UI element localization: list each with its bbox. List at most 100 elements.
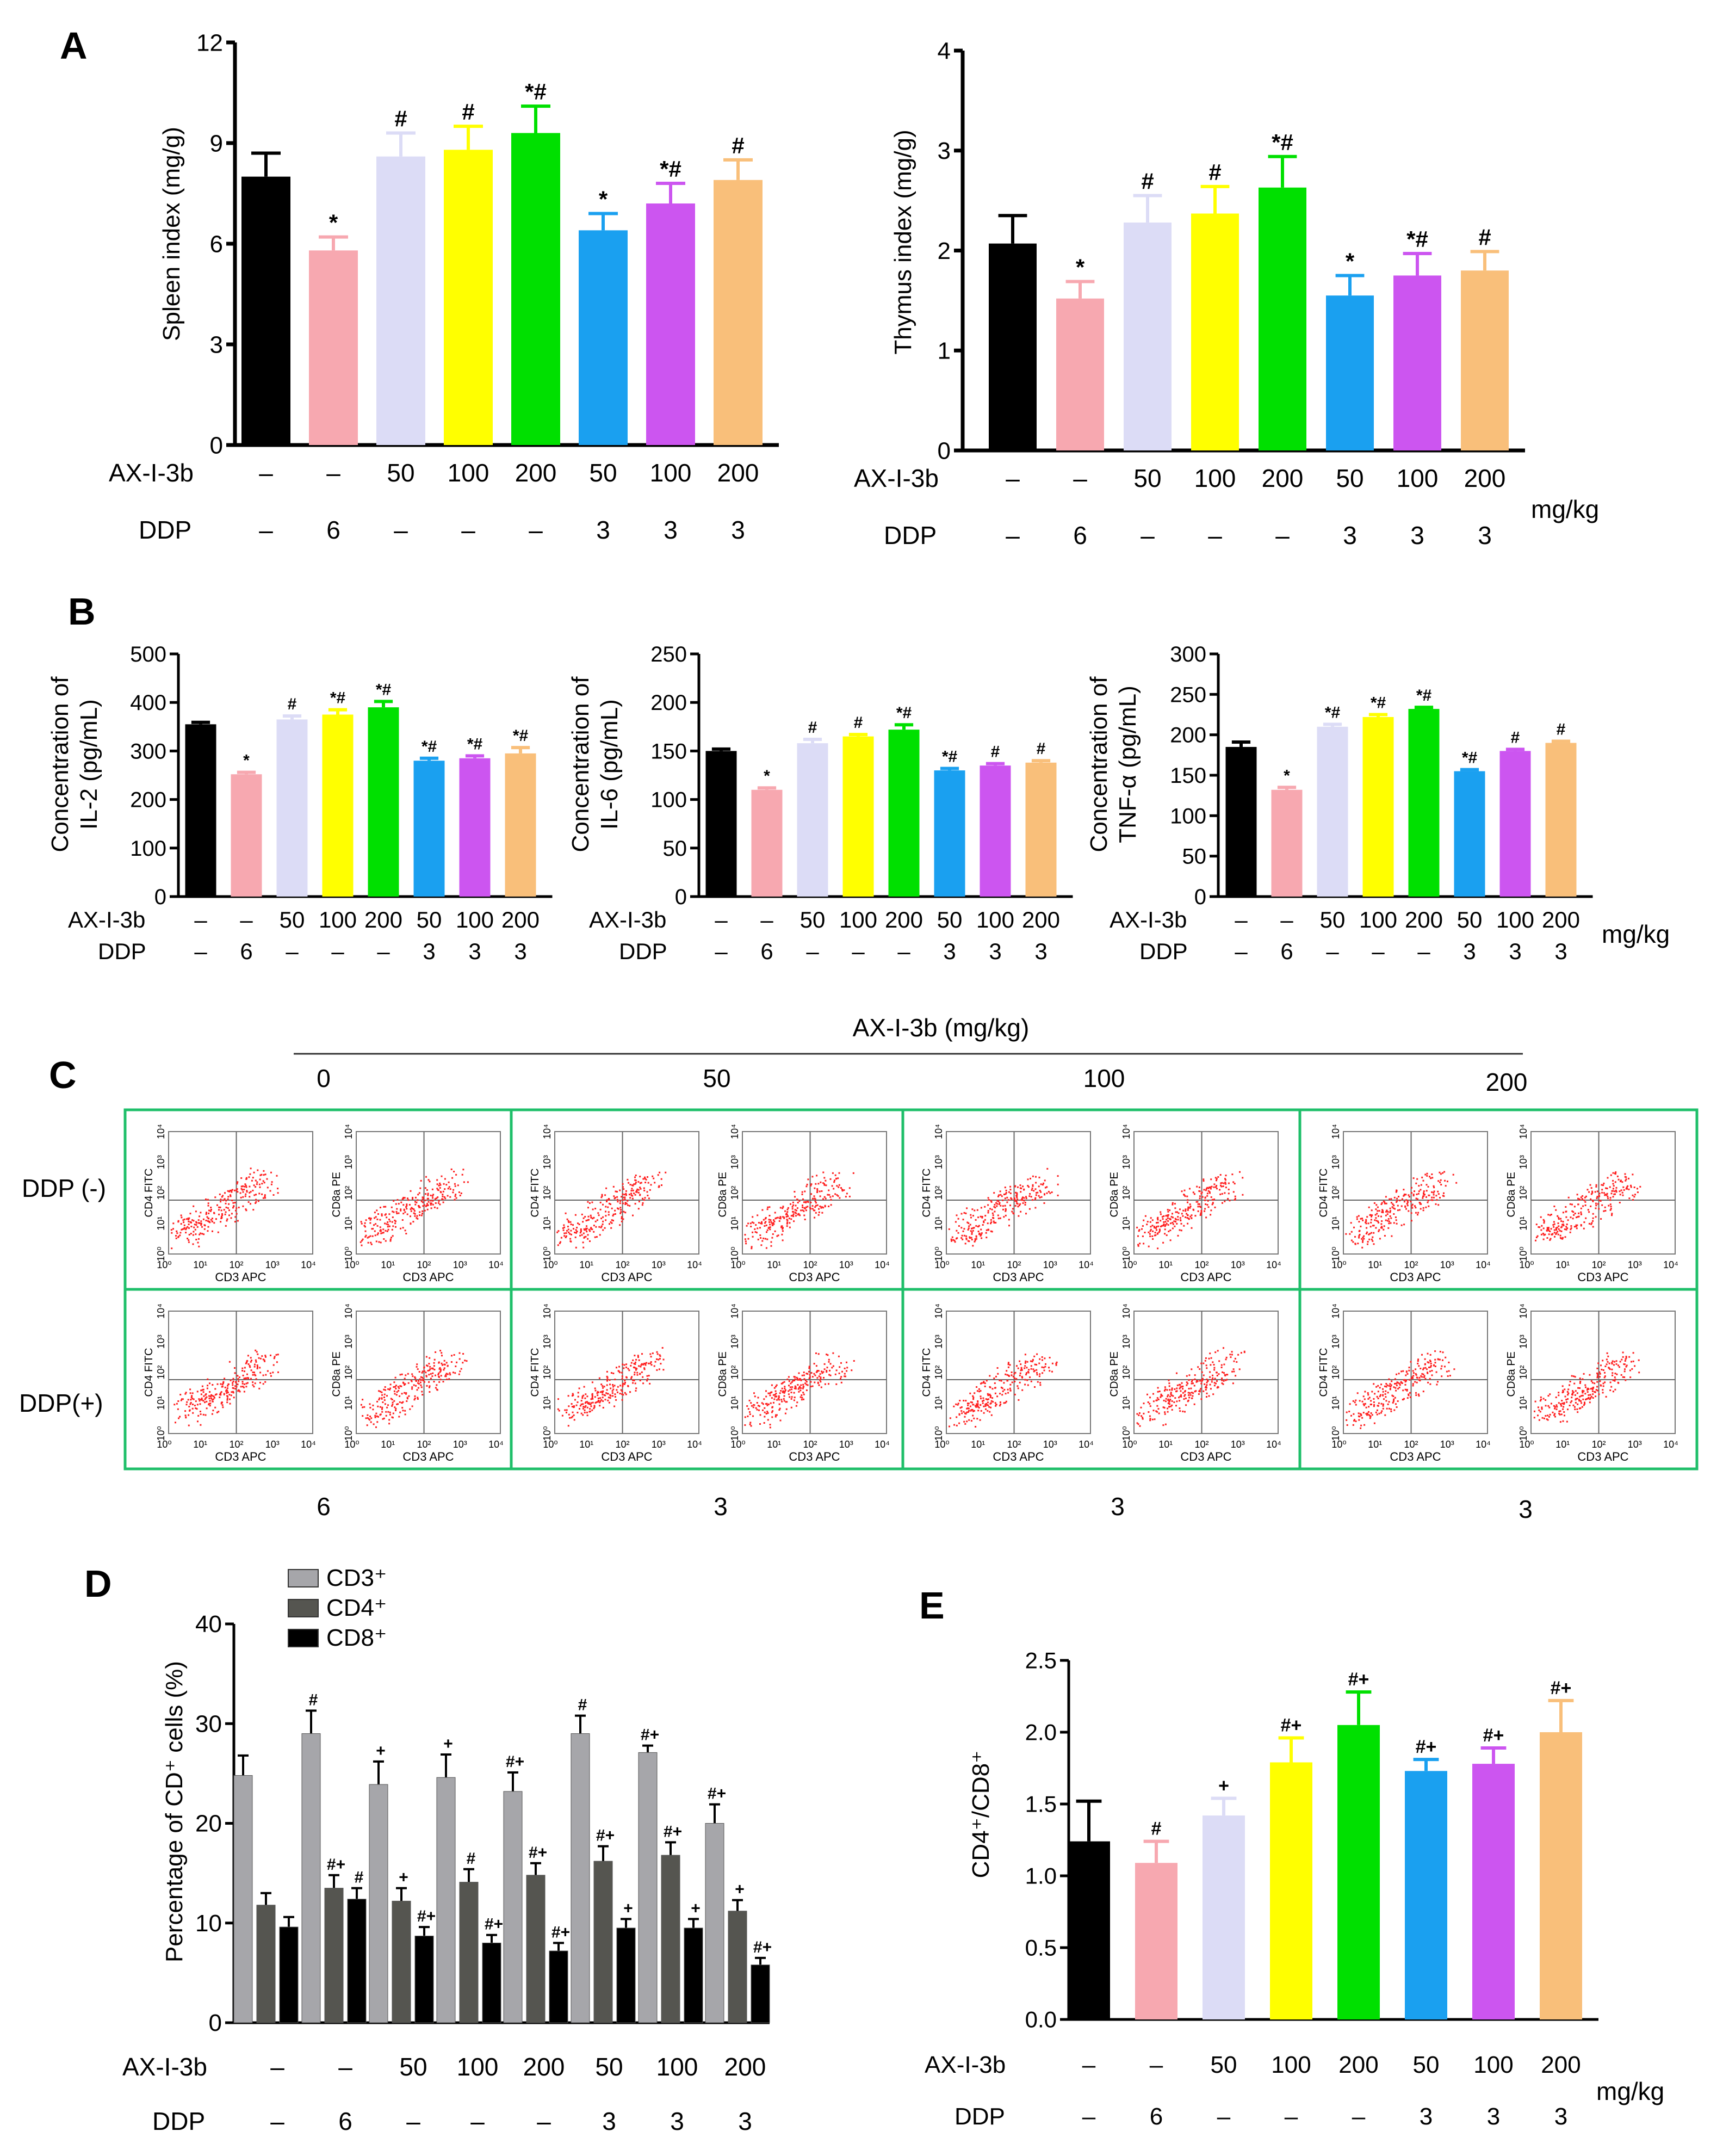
significance-label: *#: [513, 727, 529, 745]
flow-x-decade: 10⁰: [1519, 1259, 1534, 1270]
ddp-dose-label: –: [852, 938, 865, 964]
flow-y-axis-label: CD4 FITC: [1318, 1169, 1330, 1218]
flow-x-axis-label: CD3 APC: [215, 1450, 266, 1463]
significance-label: #+: [708, 1785, 726, 1803]
ax-dose-label: 200: [523, 2053, 565, 2081]
bar: [616, 1928, 636, 2023]
flow-plot-frame: [1343, 1131, 1488, 1255]
significance-label: *: [1284, 767, 1290, 784]
ddp-dose-label: –: [394, 516, 408, 544]
y-tick-label: 400: [130, 691, 166, 715]
bar: [505, 753, 536, 897]
ddp-row-label: DDP: [139, 516, 191, 544]
flow-y-decade: 10¹: [729, 1216, 740, 1231]
y-tick-label: 3: [938, 138, 951, 164]
ddp-dose-label: –: [470, 2107, 485, 2135]
flow-plot-frame: [356, 1311, 501, 1434]
flow-y-decade: 10⁴: [729, 1124, 740, 1139]
bar: [1362, 716, 1394, 897]
flow-dose-50: 50: [703, 1064, 730, 1092]
ax-dose-label: 50: [800, 907, 826, 932]
flow-y-decade: 10⁴: [1518, 1304, 1529, 1319]
spleen-bars: 0 3 6 9 12 – – * – 6 #50 – #100 – *# 200 – * 50 3 *# 100 3 #200…: [109, 29, 779, 544]
flow-x-decade: 10²: [803, 1439, 817, 1450]
flow-y-decade: 10⁰: [1518, 1426, 1529, 1441]
y-tick-label: 2.0: [1025, 1720, 1057, 1745]
significance-label: #: [808, 719, 817, 737]
significance-label: #+: [664, 1823, 682, 1840]
ddp-dose-label: –: [331, 938, 344, 964]
flow-x-decade: 10¹: [767, 1439, 781, 1450]
bar: [322, 714, 354, 897]
significance-label: *#: [1462, 749, 1478, 767]
significance-label: *#: [942, 748, 958, 766]
flow-y-decade: 10⁴: [542, 1304, 553, 1319]
bar: [482, 1942, 501, 2023]
ddp-dose-label: 3: [943, 938, 956, 964]
flow-y-decade: 10⁴: [542, 1124, 553, 1139]
ax-dose-label: 50: [1336, 464, 1363, 492]
flow-y-decade: 10³: [156, 1155, 166, 1169]
ax-dose-label: –: [1073, 464, 1087, 492]
flow-x-decade: 10³: [1231, 1259, 1245, 1270]
bar: [185, 724, 216, 897]
ax-dose-label: 200: [1541, 2052, 1581, 2078]
flow-x-axis-label: CD3 APC: [215, 1270, 266, 1284]
flow-y-decade: 10¹: [542, 1216, 553, 1231]
flow-y-decade: 10⁰: [729, 1426, 740, 1441]
flow-x-decade: 10¹: [579, 1439, 593, 1450]
legend-label: CD8⁺: [326, 1624, 387, 1651]
bar: [797, 743, 828, 897]
ax-row-label: AX-I-3b: [925, 2052, 1006, 2078]
il2-ylabel-2: IL-2 (pg/mL): [76, 699, 102, 830]
ax-row-label: AX-I-3b: [1110, 907, 1187, 932]
ddp-row-label: DDP: [152, 2107, 205, 2135]
flow-y-decade: 10³: [933, 1335, 944, 1349]
il2-bars: 0100200300400500––*–6#50–*#100–*#200–*#5…: [68, 643, 553, 964]
bar: [571, 1733, 590, 2023]
y-tick-label: 1: [938, 338, 951, 365]
significance-label: *#: [1371, 694, 1386, 712]
bar: [376, 156, 425, 446]
ddp-dose-label: –: [897, 938, 910, 964]
ddp-dose-label: –: [1217, 2103, 1231, 2130]
ax-dose-label: –: [259, 459, 273, 487]
flow-x-decade: 10¹: [971, 1259, 985, 1270]
flow-events: [1346, 1350, 1455, 1429]
ax-dose-label: 50: [937, 907, 963, 932]
flow-y-decade: 10³: [1330, 1335, 1341, 1349]
flow-x-decade: 10³: [652, 1439, 666, 1450]
flow-y-decade: 10⁴: [1121, 1304, 1132, 1319]
flow-x-decade: 10¹: [1368, 1259, 1382, 1270]
flow-y-decade: 10³: [1121, 1335, 1132, 1349]
cd-ylabel: Percentage of CD⁺ cells (%): [161, 1661, 188, 1962]
flow-y-decade: 10¹: [542, 1396, 553, 1410]
flow-x-decade: 10²: [1194, 1439, 1208, 1450]
y-tick-label: 0: [938, 437, 951, 464]
flow-x-axis-label: CD3 APC: [1577, 1450, 1628, 1463]
flow-x-axis-label: CD3 APC: [1180, 1270, 1231, 1284]
flow-x-decade: 10²: [615, 1439, 629, 1450]
bar: [233, 1775, 253, 2023]
flow-y-decade: 10¹: [933, 1396, 944, 1410]
y-tick-label: 50: [1182, 845, 1207, 869]
ddp-dose-label: –: [1417, 938, 1430, 964]
y-tick-label: 100: [1170, 804, 1206, 828]
flow-y-decade: 10²: [933, 1365, 944, 1379]
flow-y-axis-label: CD4 FITC: [529, 1348, 541, 1397]
significance-label: #: [1208, 159, 1221, 185]
y-tick-label: 150: [1170, 764, 1206, 788]
significance-label: #+: [596, 1827, 615, 1845]
ddp-dose-label: 3: [989, 938, 1001, 964]
chart-il6: Concentration of IL-6 (pg/mL) 0 50 100 150 2…: [567, 643, 1073, 964]
significance-label: +: [623, 1899, 633, 1917]
flow-x-decade: 10²: [1007, 1259, 1021, 1270]
flow-plot-frame: [1530, 1131, 1676, 1255]
chart-spleen-index: Spleen index (mg/g) 0 3 6 9 12 – – * – 6 #50 – #100 –…: [109, 29, 779, 544]
ddp-dose-label: 3: [602, 2107, 616, 2135]
significance-label: *#: [467, 735, 483, 753]
ax-dose-label: 100: [457, 2053, 499, 2081]
bar: [256, 1905, 276, 2023]
y-tick-label: 100: [650, 788, 687, 812]
